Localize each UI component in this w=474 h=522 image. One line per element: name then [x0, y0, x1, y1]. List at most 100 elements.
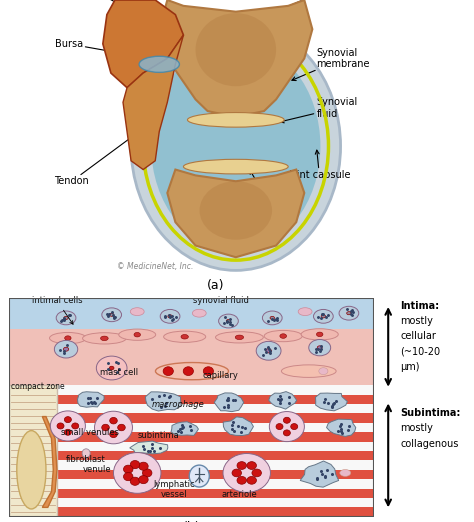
Polygon shape [214, 393, 244, 412]
Ellipse shape [346, 312, 351, 315]
Ellipse shape [256, 341, 281, 360]
Text: Bone: Bone [252, 0, 329, 22]
Ellipse shape [130, 308, 144, 315]
Ellipse shape [119, 329, 155, 340]
Text: compact zone: compact zone [11, 382, 65, 391]
Ellipse shape [270, 316, 274, 319]
Text: © MedicineNet, Inc.: © MedicineNet, Inc. [117, 262, 193, 271]
Text: μm): μm) [401, 362, 420, 372]
Ellipse shape [109, 418, 117, 424]
Text: fibroblast: fibroblast [66, 455, 106, 464]
Bar [9, 413, 374, 423]
Ellipse shape [283, 417, 291, 423]
Text: Muscle: Muscle [78, 0, 136, 13]
Ellipse shape [100, 336, 108, 341]
Ellipse shape [232, 469, 241, 477]
Ellipse shape [313, 310, 333, 323]
Ellipse shape [187, 113, 284, 127]
Polygon shape [167, 170, 304, 257]
Bar [9, 404, 374, 413]
Ellipse shape [181, 335, 188, 339]
Text: Cartilage: Cartilage [248, 170, 292, 210]
Ellipse shape [82, 449, 90, 458]
Ellipse shape [109, 431, 117, 437]
Ellipse shape [309, 339, 331, 356]
Text: Synovial
membrane: Synovial membrane [292, 48, 370, 80]
Text: mast cell: mast cell [100, 368, 138, 377]
Ellipse shape [282, 365, 336, 377]
Ellipse shape [131, 22, 340, 270]
Ellipse shape [139, 476, 148, 484]
Text: cellular: cellular [401, 331, 437, 341]
Text: Subintima:: Subintima: [401, 408, 461, 418]
Text: arteriole: arteriole [221, 490, 257, 500]
Ellipse shape [50, 411, 85, 441]
Polygon shape [123, 35, 183, 170]
Bar [9, 376, 374, 385]
Ellipse shape [203, 367, 213, 375]
Text: Tendon: Tendon [55, 134, 136, 186]
Ellipse shape [55, 340, 78, 358]
Text: venule: venule [82, 465, 111, 474]
Ellipse shape [264, 330, 302, 342]
Ellipse shape [321, 315, 326, 318]
Bar [9, 423, 374, 432]
Ellipse shape [102, 424, 109, 431]
Text: (a): (a) [207, 279, 224, 292]
Text: Synovial
fluid: Synovial fluid [280, 98, 358, 123]
Ellipse shape [237, 461, 246, 469]
Ellipse shape [96, 356, 127, 380]
Polygon shape [300, 461, 339, 487]
Polygon shape [146, 392, 181, 411]
Polygon shape [316, 393, 347, 411]
Text: Joint capsule: Joint capsule [288, 150, 351, 181]
Ellipse shape [102, 308, 121, 322]
Ellipse shape [82, 333, 126, 344]
Polygon shape [223, 417, 254, 435]
Ellipse shape [164, 331, 206, 342]
Ellipse shape [155, 362, 228, 380]
Bar [9, 329, 374, 385]
Bar [9, 366, 374, 376]
Bar [9, 432, 374, 442]
Ellipse shape [57, 423, 64, 429]
Text: mostly: mostly [401, 423, 433, 433]
Text: (~10-20: (~10-20 [401, 347, 441, 357]
Ellipse shape [226, 319, 231, 323]
Bar [9, 442, 374, 451]
Ellipse shape [276, 423, 283, 430]
Ellipse shape [56, 311, 76, 325]
Text: intimal cells: intimal cells [32, 296, 82, 324]
Ellipse shape [64, 316, 68, 319]
Ellipse shape [168, 315, 172, 318]
Bar [9, 385, 374, 395]
Text: Bursa: Bursa [55, 39, 164, 62]
Ellipse shape [64, 417, 72, 423]
Ellipse shape [263, 311, 282, 325]
Ellipse shape [109, 313, 114, 316]
Bar [9, 451, 374, 460]
Ellipse shape [192, 309, 206, 317]
Ellipse shape [247, 461, 256, 469]
Ellipse shape [317, 346, 322, 350]
Ellipse shape [235, 335, 244, 340]
Bar [9, 479, 374, 489]
Ellipse shape [72, 423, 79, 429]
Ellipse shape [195, 13, 276, 86]
Polygon shape [159, 0, 312, 117]
Polygon shape [327, 419, 356, 436]
Text: small venules: small venules [61, 428, 118, 437]
Bar [9, 460, 374, 470]
Ellipse shape [17, 431, 46, 509]
Ellipse shape [124, 465, 133, 473]
Ellipse shape [183, 367, 193, 375]
Ellipse shape [183, 159, 288, 174]
Polygon shape [78, 392, 104, 407]
Polygon shape [269, 392, 297, 409]
Ellipse shape [160, 310, 180, 323]
Text: mostly: mostly [401, 316, 433, 326]
Bar [9, 395, 374, 404]
Text: lymphatic
vessel: lymphatic vessel [153, 480, 194, 500]
Text: macrophage: macrophage [152, 399, 205, 409]
Ellipse shape [189, 465, 210, 487]
